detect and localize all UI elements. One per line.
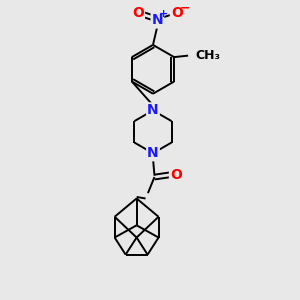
Text: O: O — [171, 6, 183, 20]
Text: N: N — [147, 103, 159, 117]
Text: N: N — [147, 146, 159, 160]
Text: O: O — [132, 6, 144, 20]
Text: O: O — [170, 168, 182, 182]
Text: −: − — [180, 1, 190, 14]
Text: N: N — [152, 14, 163, 28]
Text: +: + — [159, 9, 169, 19]
Text: CH₃: CH₃ — [195, 49, 220, 62]
